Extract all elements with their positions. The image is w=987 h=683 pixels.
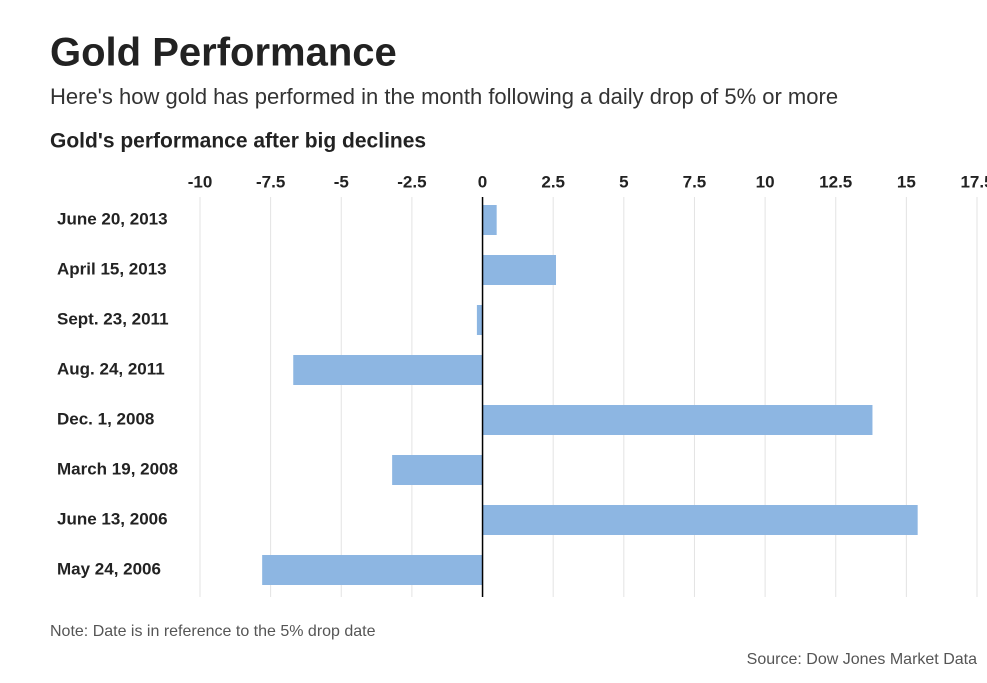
x-tick-label: 2.5 (541, 172, 565, 191)
x-tick-label: 15 (897, 172, 916, 191)
y-tick-label: May 24, 2006 (57, 559, 161, 578)
y-tick-label: March 19, 2008 (57, 459, 178, 478)
note: Note: Date is in reference to the 5% dro… (50, 623, 376, 640)
bar (482, 505, 918, 535)
bar (482, 255, 557, 285)
x-tick-label: -2.5 (397, 172, 426, 191)
chart-subtitle: Here's how gold has performed in the mon… (50, 84, 838, 109)
x-tick-label: 5 (619, 172, 628, 191)
x-tick-label: 12.5 (819, 172, 852, 191)
plot-title: Gold's performance after big declines (50, 130, 426, 153)
bar (293, 355, 483, 385)
bar (262, 555, 483, 585)
x-tick-label: -7.5 (256, 172, 285, 191)
y-tick-label: Aug. 24, 2011 (57, 359, 165, 378)
y-tick-label: June 13, 2006 (57, 509, 168, 528)
x-tick-label: 10 (756, 172, 775, 191)
chart-title: Gold Performance (50, 31, 397, 75)
y-tick-label: Sept. 23, 2011 (57, 309, 169, 328)
y-tick-label: June 20, 2013 (57, 209, 168, 228)
x-tick-label: 17.5 (960, 172, 987, 191)
bar (476, 305, 483, 335)
x-tick-label: -5 (334, 172, 349, 191)
x-tick-label: -10 (188, 172, 213, 191)
bar (392, 455, 483, 485)
y-tick-label: Dec. 1, 2008 (57, 409, 154, 428)
bar (482, 405, 873, 435)
y-tick-label: April 15, 2013 (57, 259, 167, 278)
x-tick-label: 7.5 (683, 172, 707, 191)
x-tick-label: 0 (478, 172, 487, 191)
source: Source: Dow Jones Market Data (747, 651, 977, 668)
bar (482, 205, 497, 235)
